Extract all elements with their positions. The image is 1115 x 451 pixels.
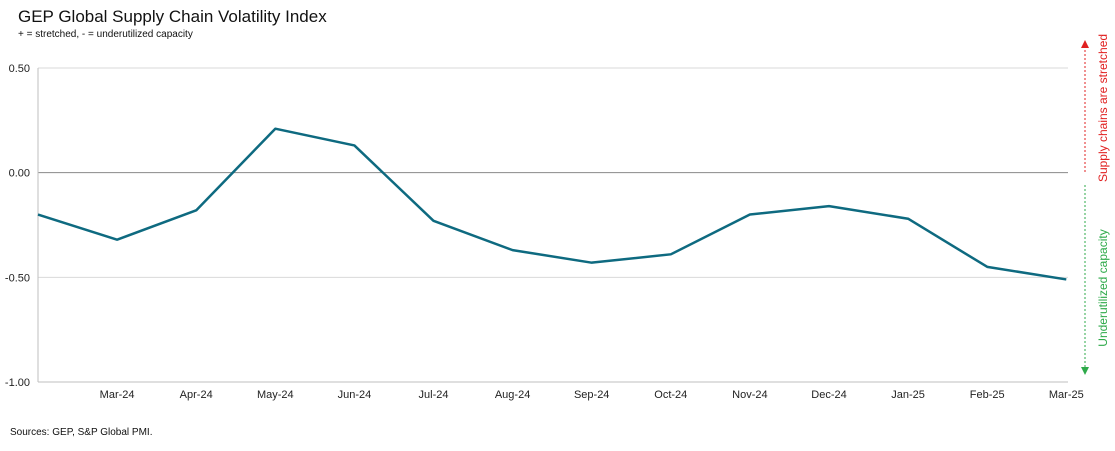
x-tick-label: Aug-24 [495,389,530,401]
chart-title: GEP Global Supply Chain Volatility Index [18,7,327,26]
annotations: Supply chains are stretched Underutilize… [1081,34,1110,375]
gridlines [38,67,1068,278]
x-tick-label: Sep-24 [574,389,609,401]
x-tick-label: May-24 [257,389,294,401]
x-tick-label: Jan-25 [891,389,925,401]
y-tick-label: -0.50 [5,272,30,284]
y-tick-label: -1.00 [5,377,30,389]
x-tick-label: Feb-25 [970,389,1005,401]
y-tick-label: 0.00 [9,168,30,180]
x-tick-label: Nov-24 [732,389,767,401]
stretched-arrow-head [1081,40,1089,48]
x-tick-label: Dec-24 [811,389,846,401]
series [37,127,1067,281]
chart-subtitle: + = stretched, - = underutilized capacit… [18,29,193,40]
x-axis-ticks: Mar-24 Apr-24 May-24 Jun-24 Jul-24 Aug-24 Sep-… [100,389,1084,401]
x-tick-label: Jul-24 [419,389,449,401]
y-tick-label: 0.50 [9,63,30,75]
x-tick-label: Jun-24 [338,389,372,401]
series-line [37,127,1067,281]
underutilized-label: Underutilized capacity [1096,229,1110,346]
underutilized-arrow-head [1081,367,1089,375]
x-tick-label: Mar-25 [1049,389,1084,401]
chart-source: Sources: GEP, S&P Global PMI. [10,427,153,438]
axes [37,68,1068,383]
y-axis-ticks: 0.50 0.00 -0.50 -1.00 [5,63,30,389]
x-tick-label: Apr-24 [180,389,213,401]
x-tick-label: Oct-24 [654,389,687,401]
stretched-label: Supply chains are stretched [1096,34,1110,182]
x-tick-label: Mar-24 [100,389,135,401]
